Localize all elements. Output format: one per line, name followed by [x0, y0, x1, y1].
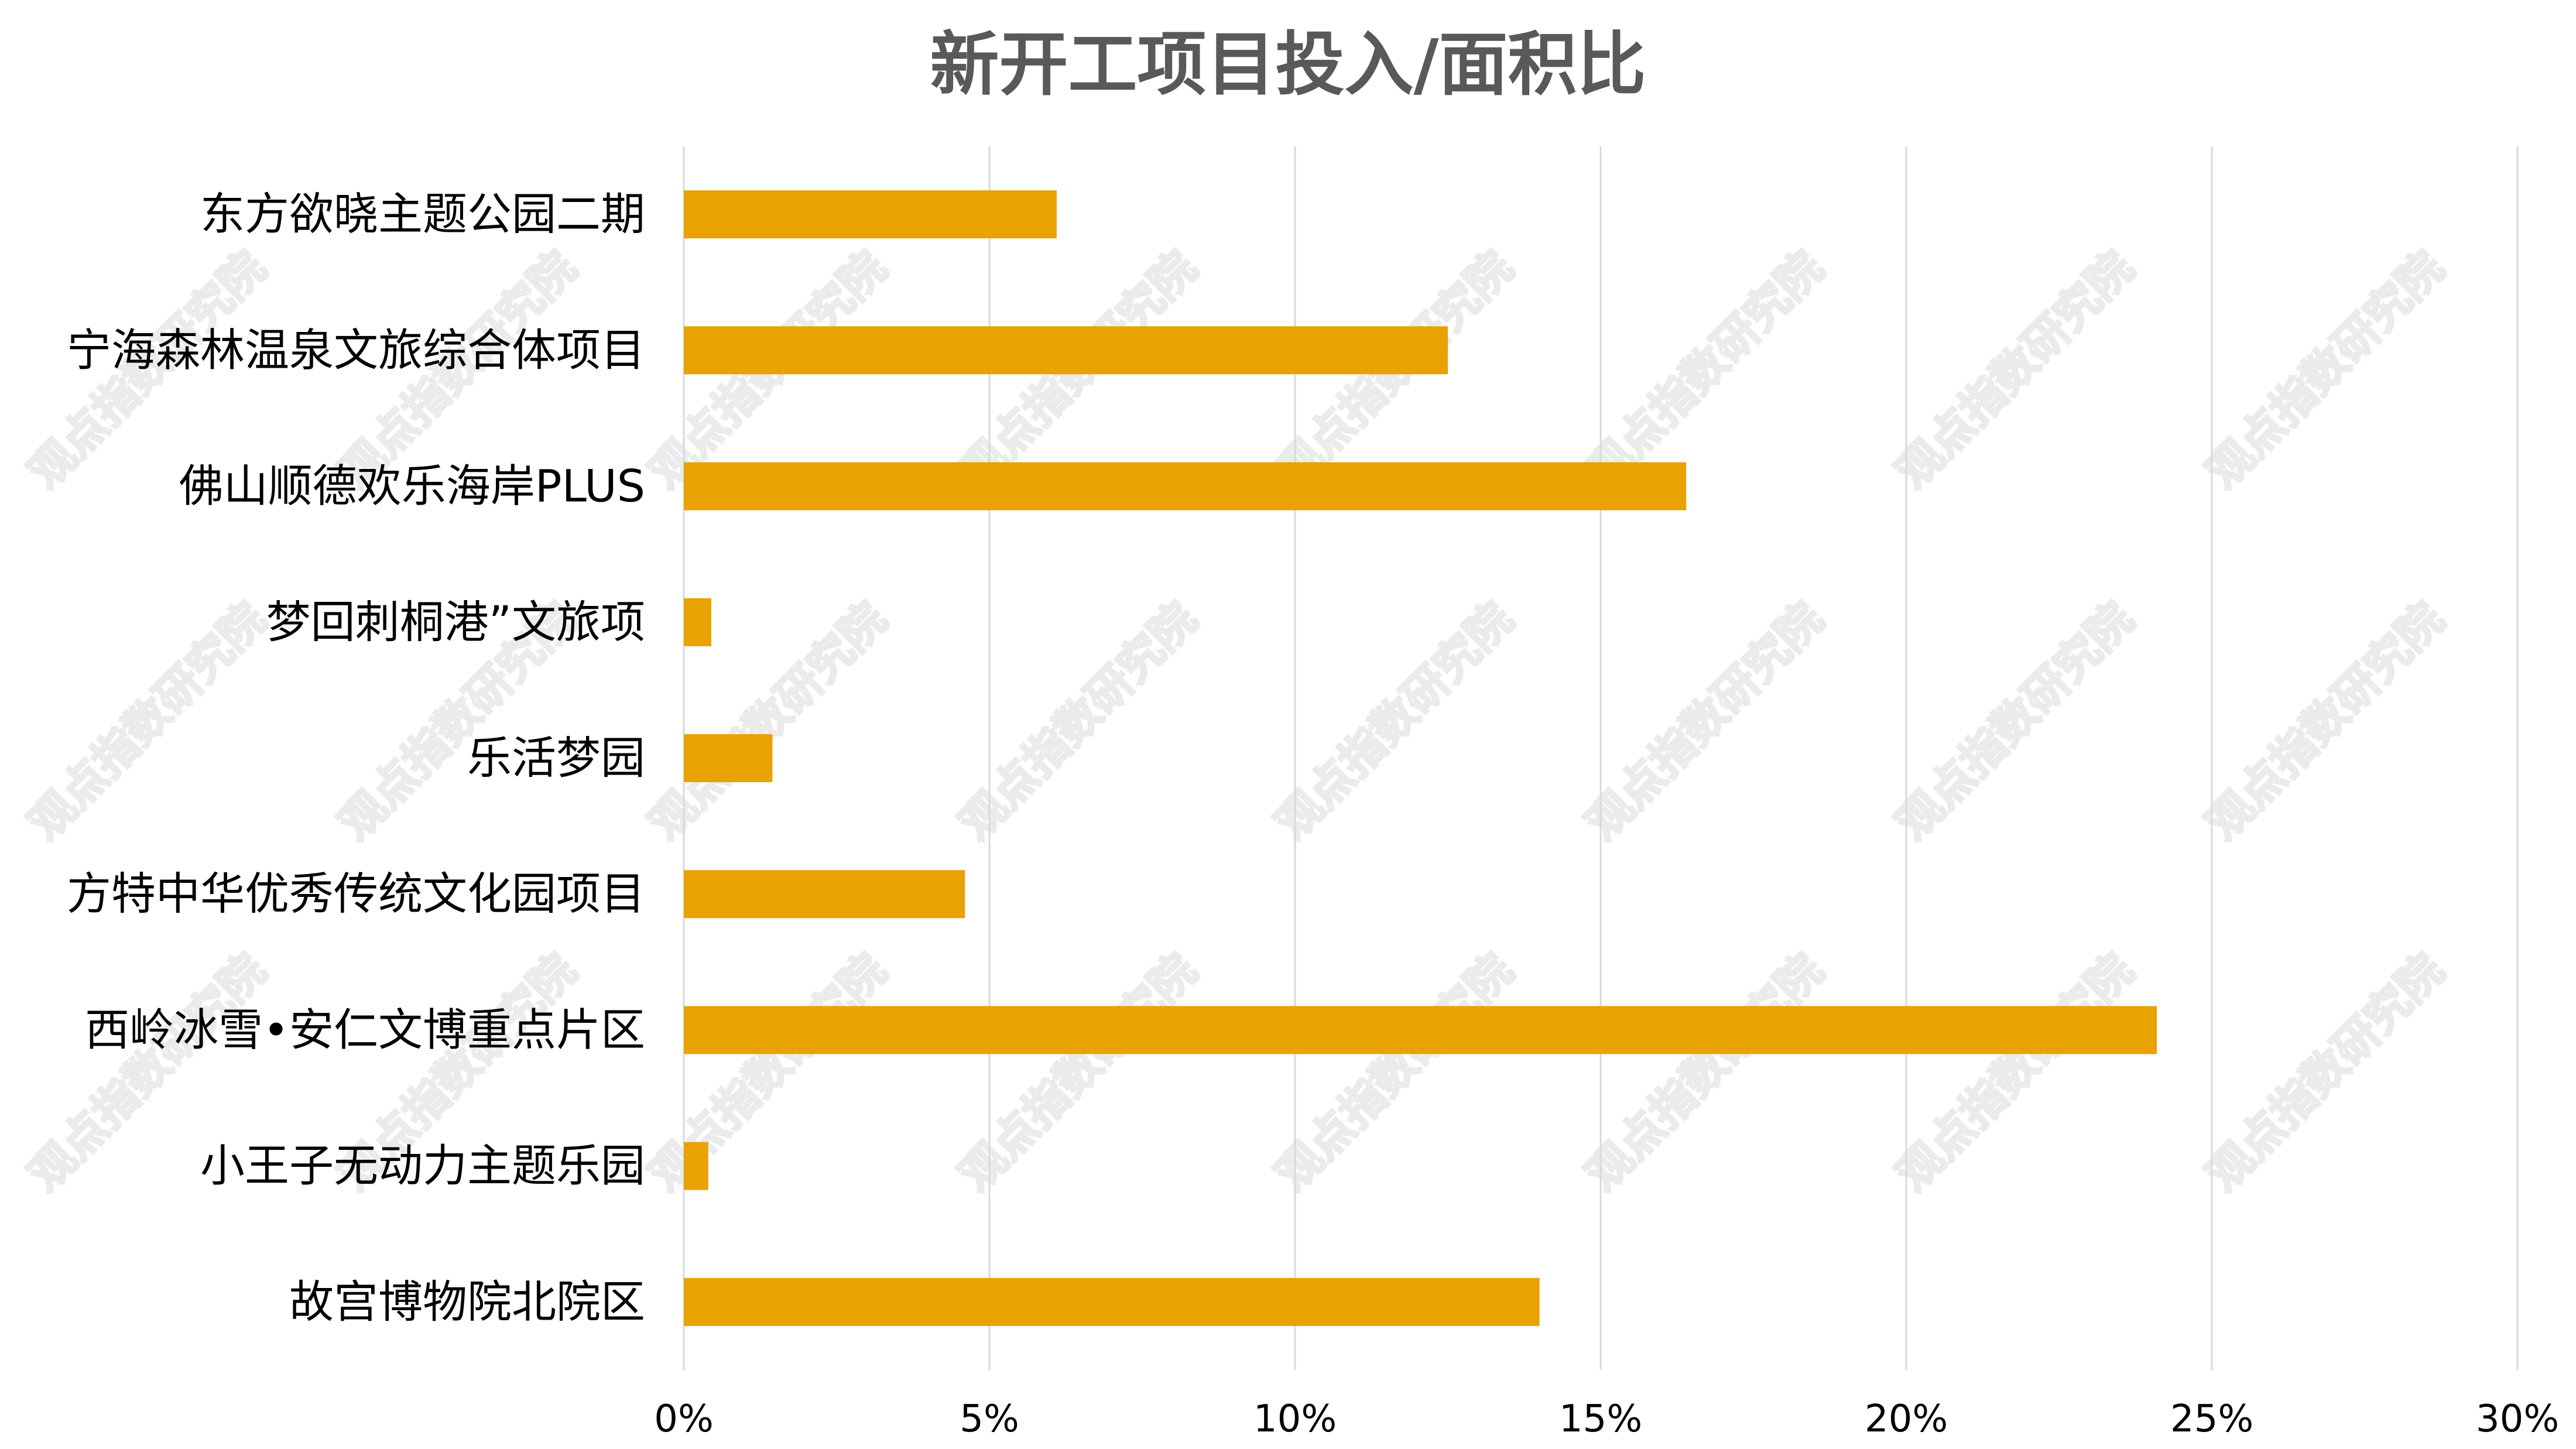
x-tick-label: 20%: [1865, 1397, 1948, 1441]
x-tick-label: 0%: [654, 1397, 714, 1441]
category-label: 宁海森林温泉文旅综合体项目: [67, 324, 645, 376]
x-tick-label: 5%: [960, 1397, 1019, 1441]
x-tick-labels: 0% 5% 10% 15% 20% 25% 30%: [654, 1397, 2559, 1441]
watermark-text: 观点指数研究院: [1886, 592, 2143, 849]
bar: [684, 462, 1687, 511]
category-label: 方特中华优秀传统文化园项目: [67, 868, 645, 920]
watermark-text: 观点指数研究院: [950, 944, 1207, 1201]
watermark-layer: 观点指数研究院 观点指数研究院 观点指数研究院 观点指数研究院 观点指数研究院观点指数研…: [18, 240, 2455, 1202]
x-tick-label: 30%: [2476, 1397, 2559, 1441]
watermark-text: 观点指数研究院: [1886, 944, 2143, 1201]
x-tick-label: 10%: [1253, 1397, 1337, 1441]
chart-title: 新开工项目投入/面积比: [930, 24, 1646, 105]
bar: [684, 326, 1448, 375]
watermark-text: 观点指数研究院: [2197, 241, 2454, 498]
category-label: 东方欲晓主题公园二期: [200, 188, 645, 240]
category-label: 西岭冰雪•安仁文博重点片区: [85, 1003, 645, 1056]
bar: [684, 598, 711, 646]
watermark-text: 观点指数研究院: [950, 592, 1207, 849]
x-tick-label: 25%: [2170, 1397, 2253, 1441]
bar: [684, 190, 1057, 239]
watermark-text: 观点指数研究院: [1886, 241, 2143, 498]
category-label: 梦回刺桐港”文旅项: [266, 596, 645, 648]
watermark-text: 观点指数研究院: [639, 944, 896, 1201]
bar: [684, 1006, 2157, 1054]
bar: [684, 1142, 708, 1190]
bar: [684, 1277, 1540, 1326]
watermark-text: 观点指数研究院: [1266, 592, 1523, 849]
watermark-text: 观点指数研究院: [2197, 592, 2454, 849]
watermark-text: 观点指数研究院: [1576, 592, 1833, 849]
bar: [684, 870, 965, 919]
category-label: 小王子无动力主题乐园: [200, 1140, 645, 1192]
category-label: 乐活梦园: [467, 732, 645, 784]
bars: [684, 190, 2157, 1326]
watermark-text: 观点指数研究院: [1266, 944, 1523, 1201]
watermark-text: 观点指数研究院: [1576, 241, 1833, 498]
x-tick-label: 15%: [1559, 1397, 1642, 1441]
bar: [684, 734, 773, 782]
watermark-text: 观点指数研究院: [1576, 944, 1833, 1201]
watermark-text: 观点指数研究院: [2197, 944, 2454, 1201]
watermark-text: 观点指数研究院: [19, 592, 276, 849]
watermark-text: 观点指数研究院: [639, 592, 896, 849]
category-label: 故宫博物院北院区: [289, 1276, 645, 1328]
category-label: 佛山顺德欢乐海岸PLUS: [179, 460, 645, 512]
